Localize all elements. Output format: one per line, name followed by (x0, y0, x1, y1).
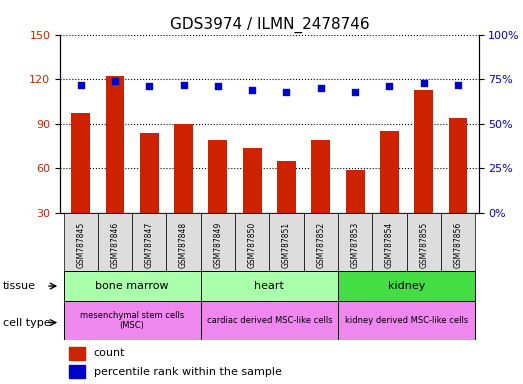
Bar (406, 213, 441, 271)
Bar (69, 365, 85, 378)
Bar (449, 118, 468, 213)
Text: kidney derived MSC-like cells: kidney derived MSC-like cells (345, 316, 468, 325)
Title: GDS3974 / ILMN_2478746: GDS3974 / ILMN_2478746 (169, 17, 369, 33)
Bar (380, 131, 399, 213)
Text: GSM787853: GSM787853 (350, 222, 360, 268)
Point (179, 81, 188, 88)
Bar (132, 213, 166, 271)
Text: GSM787855: GSM787855 (419, 222, 428, 268)
Point (282, 89, 291, 95)
Text: bone marrow: bone marrow (95, 281, 169, 291)
Bar (243, 148, 262, 213)
Bar (346, 170, 365, 213)
Text: GSM787845: GSM787845 (76, 222, 85, 268)
Text: cardiac derived MSC-like cells: cardiac derived MSC-like cells (207, 316, 332, 325)
Bar (338, 271, 475, 301)
Text: cell type: cell type (3, 318, 50, 328)
Bar (304, 213, 338, 271)
Bar (201, 301, 338, 340)
Text: GSM787856: GSM787856 (453, 222, 462, 268)
Bar (235, 213, 269, 271)
Point (351, 89, 359, 95)
Text: GSM787851: GSM787851 (282, 222, 291, 268)
Text: mesenchymal stem cells
(MSC): mesenchymal stem cells (MSC) (80, 311, 184, 330)
Bar (98, 213, 132, 271)
Bar (414, 89, 433, 213)
Bar (338, 301, 475, 340)
Bar (338, 213, 372, 271)
Text: GSM787852: GSM787852 (316, 222, 325, 268)
Bar (64, 301, 201, 340)
Text: GSM787849: GSM787849 (213, 222, 222, 268)
Bar (209, 140, 228, 213)
Bar (166, 213, 201, 271)
Text: kidney: kidney (388, 281, 425, 291)
Point (145, 83, 153, 89)
Text: GSM787846: GSM787846 (110, 222, 120, 268)
Text: GSM787847: GSM787847 (145, 222, 154, 268)
Point (248, 87, 256, 93)
Point (111, 78, 119, 84)
Text: GSM787850: GSM787850 (248, 222, 257, 268)
Bar (106, 76, 124, 213)
Bar (174, 124, 193, 213)
Point (454, 81, 462, 88)
Bar (64, 213, 98, 271)
Point (316, 85, 325, 91)
Text: count: count (94, 348, 125, 358)
Bar (64, 271, 201, 301)
Bar (71, 113, 90, 213)
Point (419, 80, 428, 86)
Text: tissue: tissue (3, 281, 36, 291)
Point (76, 81, 85, 88)
Text: percentile rank within the sample: percentile rank within the sample (94, 367, 281, 377)
Bar (140, 133, 159, 213)
Text: GSM787854: GSM787854 (385, 222, 394, 268)
Bar (69, 347, 85, 359)
Point (385, 83, 394, 89)
Bar (201, 213, 235, 271)
Point (214, 83, 222, 89)
Bar (311, 140, 330, 213)
Bar (441, 213, 475, 271)
Bar (269, 213, 304, 271)
Text: heart: heart (254, 281, 285, 291)
Bar (277, 161, 296, 213)
Bar (372, 213, 406, 271)
Text: GSM787848: GSM787848 (179, 222, 188, 268)
Bar (201, 271, 338, 301)
